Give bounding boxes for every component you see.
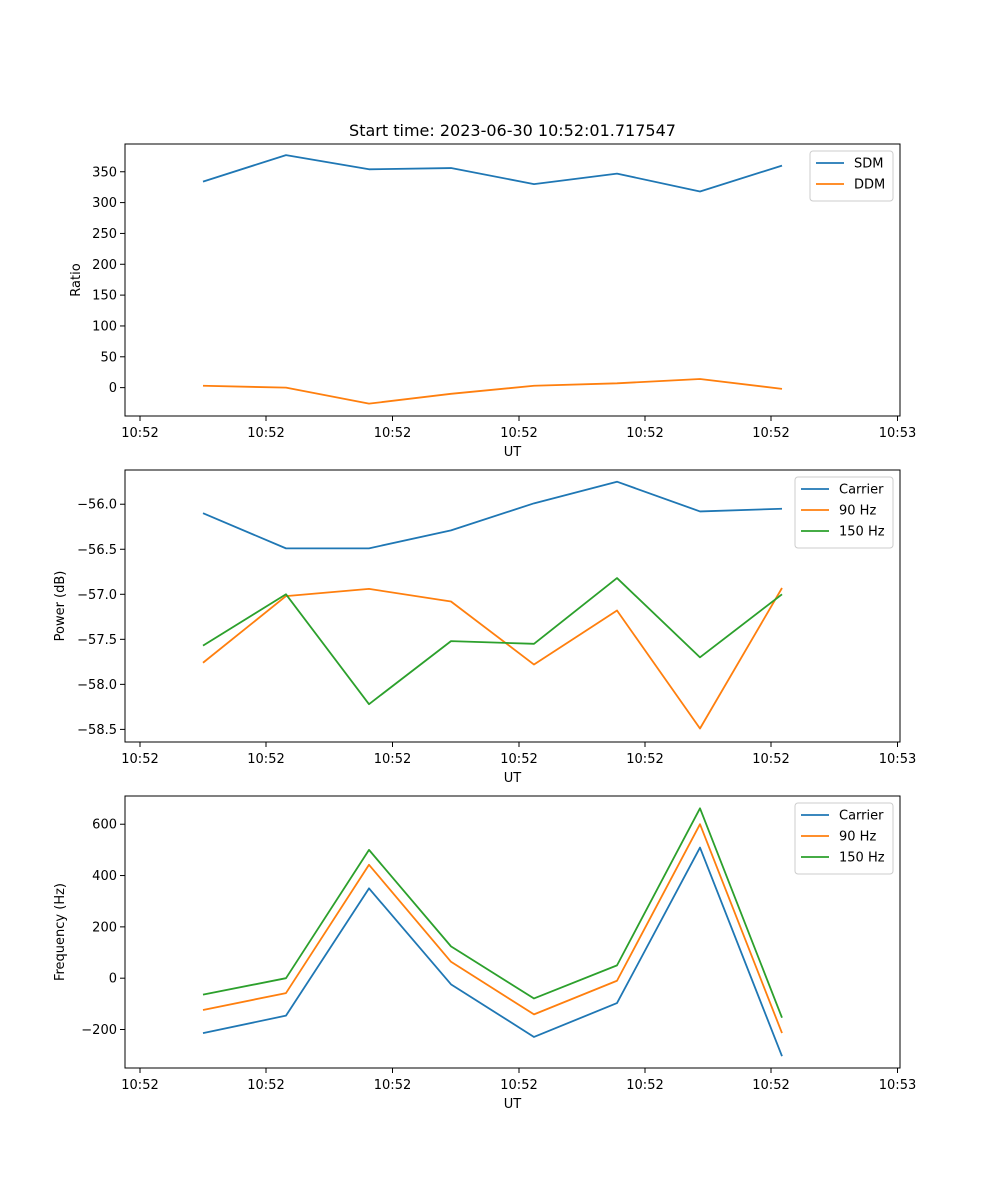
series-line-150-hz	[202, 807, 783, 1019]
x-tick-label: 10:52	[121, 752, 158, 767]
y-tick-label: −56.0	[77, 498, 117, 513]
y-tick-label: 50	[100, 350, 117, 365]
x-tick-label: 10:52	[500, 426, 537, 441]
x-tick-label: 10:52	[500, 752, 537, 767]
legend-label: 150 Hz	[839, 851, 885, 866]
y-tick-label: 100	[92, 319, 117, 334]
x-tick-label: 10:52	[374, 1078, 411, 1093]
y-tick-label: 300	[92, 196, 117, 211]
chart-panel-2: 10:52 10:52 10:52 10:52 10:52 10:52 10:53 UT −58…	[53, 469, 916, 786]
y-tick-label: −58.5	[77, 723, 117, 738]
x-axis-label: UT	[504, 1097, 522, 1112]
x-tick-label: 10:52	[752, 1078, 789, 1093]
chart-panel-1: 10:52 10:52 10:52 10:52 10:52 10:52 10:53 UT 0 50…	[69, 143, 916, 460]
series-line-carrier	[202, 846, 783, 1057]
plot-frame	[124, 795, 901, 1069]
y-tick-label: 600	[92, 818, 117, 833]
x-tick-label: 10:52	[752, 752, 789, 767]
legend-label: Carrier	[839, 809, 884, 824]
y-tick-label: −58.0	[77, 678, 117, 693]
y-axis-label: Power (dB)	[53, 571, 68, 642]
legend-label: 90 Hz	[839, 504, 876, 519]
series-line-sdm	[202, 154, 783, 193]
y-tick-label: −57.0	[77, 588, 117, 603]
y-tick-label: 350	[92, 165, 117, 180]
series-line-90-hz	[202, 587, 783, 730]
x-tick-label: 10:52	[247, 1078, 284, 1093]
figure-title: Start time: 2023-06-30 10:52:01.717547	[349, 121, 676, 140]
legend: Carrier 90 Hz 150 Hz	[794, 802, 894, 875]
y-tick-label: 200	[92, 258, 117, 273]
legend-label: DDM	[854, 178, 885, 193]
plot-frame	[124, 469, 901, 743]
legend-label: 90 Hz	[839, 830, 876, 845]
legend-label: 150 Hz	[839, 525, 885, 540]
series-line-90-hz	[202, 823, 783, 1034]
x-tick-label: 10:52	[121, 1078, 158, 1093]
y-tick-label: −200	[81, 1023, 117, 1038]
x-tick-label: 10:52	[752, 426, 789, 441]
x-tick-label: 10:52	[374, 752, 411, 767]
x-axis-label: UT	[504, 445, 522, 460]
x-tick-label: 10:53	[879, 752, 916, 767]
y-tick-label: −56.5	[77, 543, 117, 558]
legend: SDM DDM	[809, 150, 894, 202]
x-tick-label: 10:52	[247, 752, 284, 767]
legend-label: SDM	[854, 157, 883, 172]
y-tick-label: 200	[92, 920, 117, 935]
y-tick-label: 250	[92, 227, 117, 242]
y-tick-label: 0	[109, 381, 117, 396]
x-tick-label: 10:53	[879, 1078, 916, 1093]
x-axis-label: UT	[504, 771, 522, 786]
x-tick-label: 10:52	[121, 426, 158, 441]
y-axis-label: Ratio	[69, 263, 84, 296]
x-tick-label: 10:53	[879, 426, 916, 441]
y-tick-label: −57.5	[77, 633, 117, 648]
series-line-150-hz	[202, 577, 783, 706]
y-tick-label: 0	[109, 972, 117, 987]
x-tick-label: 10:52	[626, 426, 663, 441]
y-axis-label: Frequency (Hz)	[53, 883, 68, 981]
y-tick-label: 150	[92, 289, 117, 304]
legend: Carrier 90 Hz 150 Hz	[794, 476, 894, 549]
legend-label: Carrier	[839, 483, 884, 498]
y-tick-label: 400	[92, 869, 117, 884]
series-line-ddm	[202, 378, 783, 405]
x-tick-label: 10:52	[626, 1078, 663, 1093]
chart-panel-3: 10:52 10:52 10:52 10:52 10:52 10:52 10:53 UT −20…	[53, 795, 916, 1112]
plot-frame	[124, 143, 901, 417]
x-tick-label: 10:52	[500, 1078, 537, 1093]
x-tick-label: 10:52	[374, 426, 411, 441]
series-line-carrier	[202, 480, 783, 550]
x-tick-label: 10:52	[247, 426, 284, 441]
x-tick-label: 10:52	[626, 752, 663, 767]
